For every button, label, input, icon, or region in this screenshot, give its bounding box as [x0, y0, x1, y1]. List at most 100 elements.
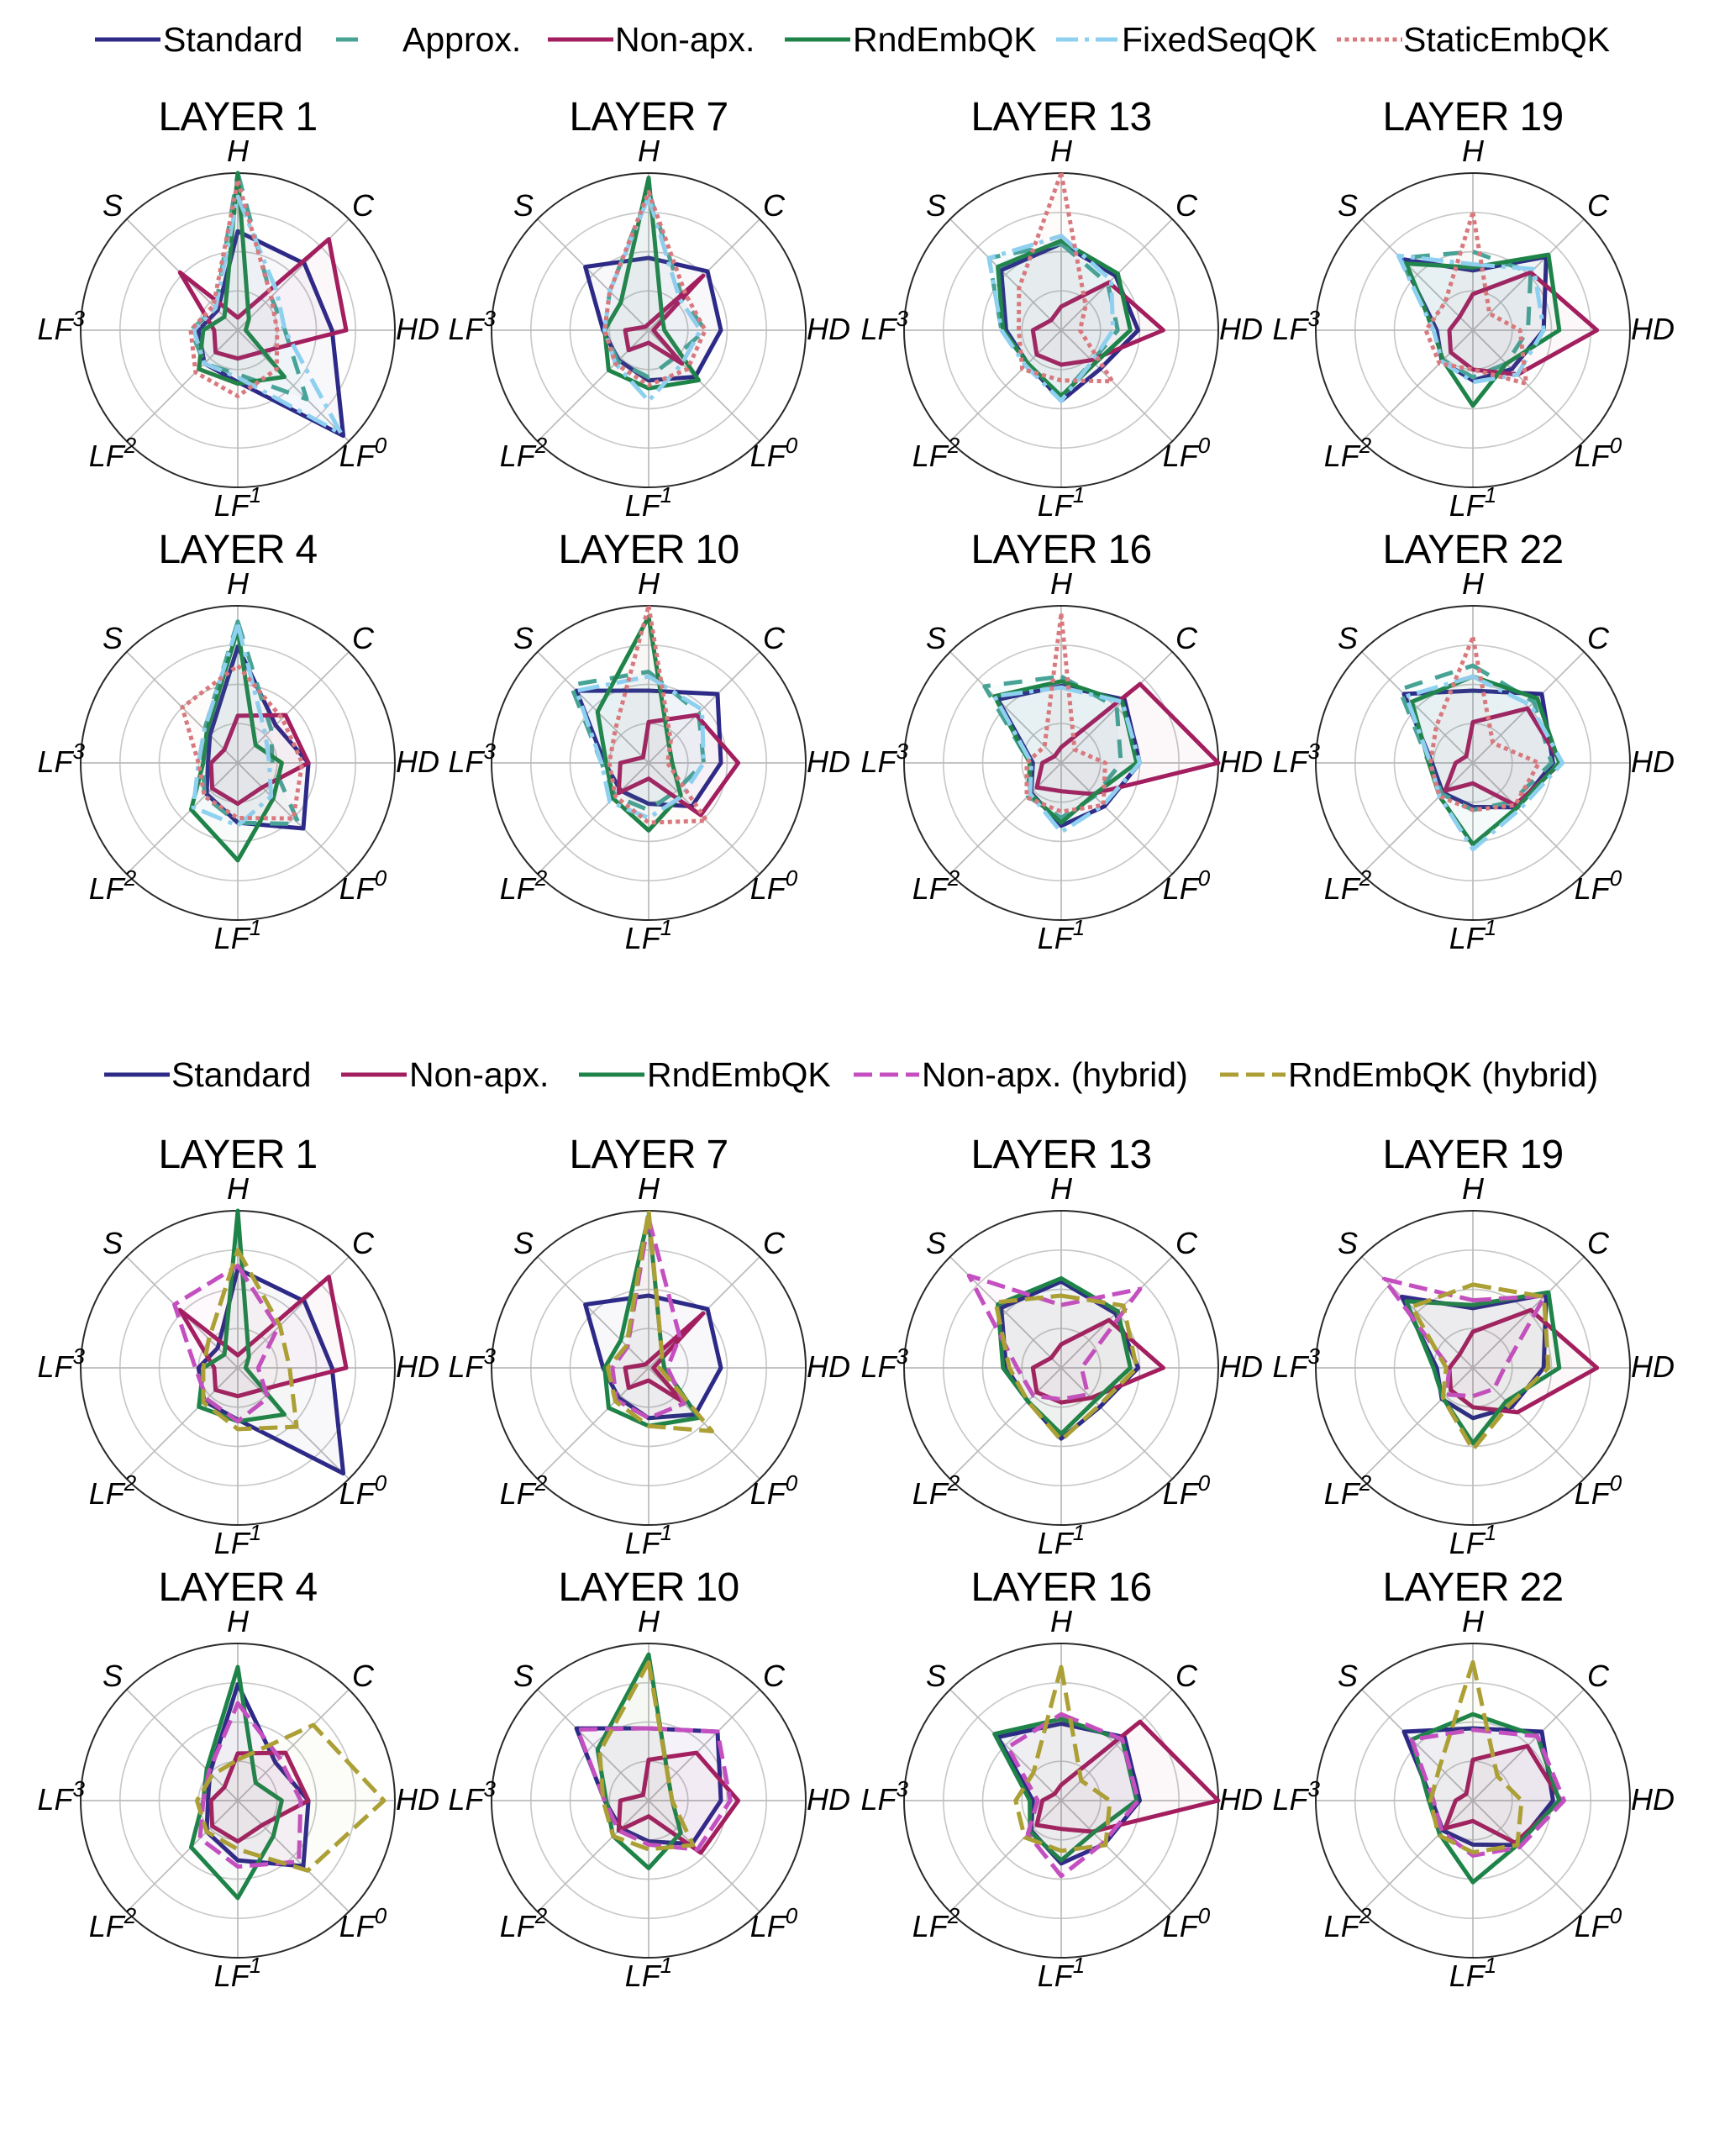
- svg-text:HD: HD: [1219, 744, 1263, 779]
- svg-text:C: C: [1175, 1659, 1198, 1693]
- svg-text:Non-apx.: Non-apx.: [409, 1055, 549, 1094]
- svg-text:C: C: [352, 188, 375, 223]
- svg-text:HD: HD: [1631, 312, 1675, 346]
- svg-text:Standard: Standard: [163, 20, 302, 59]
- svg-text:C: C: [1587, 621, 1610, 655]
- svg-text:HD: HD: [396, 1349, 439, 1384]
- svg-text:LF2: LF2: [912, 1470, 960, 1511]
- svg-text:LAYER 22: LAYER 22: [1383, 1565, 1564, 1610]
- svg-text:H: H: [638, 1604, 660, 1638]
- svg-text:RndEmbQK: RndEmbQK: [647, 1055, 831, 1094]
- svg-text:LF1: LF1: [214, 1520, 261, 1560]
- svg-text:S: S: [103, 621, 123, 655]
- svg-text:LAYER 1: LAYER 1: [159, 1133, 318, 1177]
- svg-text:S: S: [513, 621, 534, 655]
- svg-text:H: H: [638, 134, 660, 168]
- svg-text:HD: HD: [396, 744, 439, 779]
- svg-text:S: S: [103, 1659, 123, 1693]
- svg-text:LF2: LF2: [912, 1903, 960, 1943]
- svg-text:LAYER 16: LAYER 16: [971, 1565, 1152, 1610]
- svg-text:S: S: [1338, 1226, 1358, 1260]
- svg-text:S: S: [1338, 621, 1358, 655]
- svg-text:S: S: [513, 1226, 534, 1260]
- svg-text:LF2: LF2: [89, 1903, 137, 1943]
- svg-text:C: C: [1175, 1226, 1198, 1260]
- svg-text:LAYER 4: LAYER 4: [159, 1565, 318, 1610]
- svg-text:LF2: LF2: [500, 1903, 548, 1943]
- svg-text:HD: HD: [396, 1782, 439, 1817]
- svg-text:Approx.: Approx.: [402, 20, 521, 59]
- svg-text:Standard: Standard: [171, 1055, 311, 1094]
- svg-text:LAYER 19: LAYER 19: [1383, 1133, 1564, 1177]
- svg-text:H: H: [227, 1171, 250, 1206]
- svg-text:LAYER 7: LAYER 7: [570, 1133, 728, 1177]
- svg-text:HD: HD: [1219, 1349, 1263, 1384]
- svg-text:S: S: [1338, 188, 1358, 223]
- svg-text:HD: HD: [807, 312, 850, 346]
- svg-text:H: H: [1050, 1171, 1073, 1206]
- svg-text:S: S: [926, 188, 946, 223]
- svg-text:LAYER 10: LAYER 10: [559, 1565, 739, 1610]
- svg-text:S: S: [513, 1659, 534, 1693]
- svg-text:C: C: [1175, 621, 1198, 655]
- svg-text:RndEmbQK (hybrid): RndEmbQK (hybrid): [1288, 1055, 1598, 1094]
- svg-text:LAYER 22: LAYER 22: [1383, 528, 1564, 572]
- svg-text:H: H: [1462, 566, 1485, 601]
- svg-text:RndEmbQK: RndEmbQK: [853, 20, 1037, 59]
- svg-text:LAYER 7: LAYER 7: [570, 95, 728, 139]
- svg-text:HD: HD: [1219, 1782, 1263, 1817]
- svg-text:H: H: [1050, 134, 1073, 168]
- svg-text:LAYER 1: LAYER 1: [159, 95, 318, 139]
- svg-text:C: C: [352, 621, 375, 655]
- svg-text:C: C: [1587, 188, 1610, 223]
- svg-text:S: S: [1338, 1659, 1358, 1693]
- svg-text:H: H: [227, 1604, 250, 1638]
- svg-text:Non-apx. (hybrid): Non-apx. (hybrid): [922, 1055, 1188, 1094]
- svg-text:C: C: [763, 1226, 786, 1260]
- svg-text:Non-apx.: Non-apx.: [615, 20, 755, 59]
- svg-text:C: C: [1587, 1659, 1610, 1693]
- svg-text:S: S: [513, 188, 534, 223]
- svg-text:C: C: [352, 1226, 375, 1260]
- svg-text:HD: HD: [1631, 1782, 1675, 1817]
- svg-text:H: H: [1050, 1604, 1073, 1638]
- svg-text:C: C: [1175, 188, 1198, 223]
- svg-text:HD: HD: [1631, 1349, 1675, 1384]
- svg-text:C: C: [763, 1659, 786, 1693]
- svg-text:C: C: [763, 188, 786, 223]
- svg-text:H: H: [1050, 566, 1073, 601]
- svg-text:LAYER 10: LAYER 10: [559, 528, 739, 572]
- svg-text:H: H: [1462, 1604, 1485, 1638]
- svg-text:HD: HD: [396, 312, 439, 346]
- svg-text:C: C: [763, 621, 786, 655]
- svg-text:C: C: [1587, 1226, 1610, 1260]
- svg-text:HD: HD: [1631, 744, 1675, 779]
- svg-text:S: S: [103, 188, 123, 223]
- svg-text:FixedSeqQK: FixedSeqQK: [1122, 20, 1317, 59]
- svg-text:H: H: [227, 134, 250, 168]
- svg-text:LAYER 16: LAYER 16: [971, 528, 1152, 572]
- svg-text:StaticEmbQK: StaticEmbQK: [1403, 20, 1610, 59]
- svg-text:LAYER 13: LAYER 13: [971, 1133, 1152, 1177]
- svg-text:C: C: [352, 1659, 375, 1693]
- svg-text:H: H: [1462, 134, 1485, 168]
- svg-text:H: H: [1462, 1171, 1485, 1206]
- svg-text:S: S: [926, 621, 946, 655]
- svg-text:LF3: LF3: [1273, 306, 1321, 346]
- svg-text:LAYER 13: LAYER 13: [971, 95, 1152, 139]
- svg-text:S: S: [926, 1659, 946, 1693]
- svg-text:LF3: LF3: [1273, 1344, 1321, 1384]
- svg-text:S: S: [926, 1226, 946, 1260]
- svg-text:HD: HD: [807, 1782, 850, 1817]
- svg-text:LF1: LF1: [1038, 915, 1085, 955]
- svg-text:H: H: [638, 1171, 660, 1206]
- svg-text:HD: HD: [1219, 312, 1263, 346]
- svg-text:HD: HD: [807, 744, 850, 779]
- svg-text:S: S: [103, 1226, 123, 1260]
- svg-text:HD: HD: [807, 1349, 850, 1384]
- svg-text:LAYER 4: LAYER 4: [159, 528, 318, 572]
- svg-text:H: H: [638, 566, 660, 601]
- svg-text:LF1: LF1: [625, 1953, 672, 1993]
- svg-text:LAYER 19: LAYER 19: [1383, 95, 1564, 139]
- svg-text:H: H: [227, 566, 250, 601]
